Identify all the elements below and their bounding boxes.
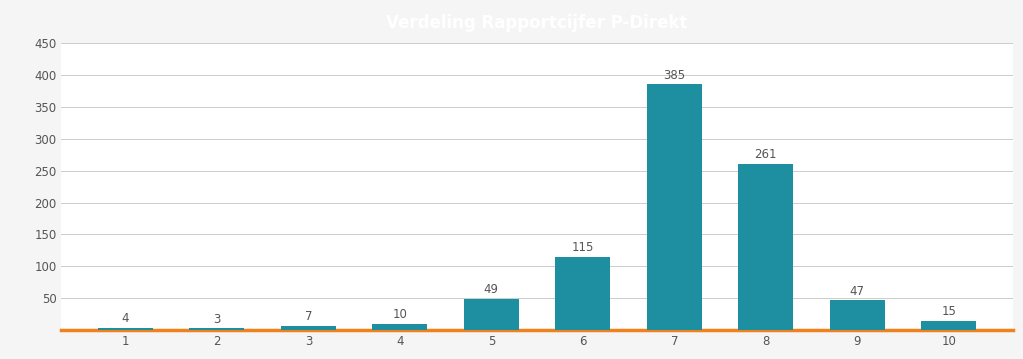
Text: 15: 15 [941,305,957,318]
Bar [830,300,885,330]
Bar [647,84,702,330]
Bar [555,257,611,330]
Text: 385: 385 [663,69,685,82]
Bar [463,299,519,330]
Text: 115: 115 [572,241,594,254]
Bar [739,164,793,330]
Bar [98,328,152,330]
Text: Verdeling Rapportcijfer P-Direkt: Verdeling Rapportcijfer P-Direkt [387,14,687,32]
Text: 4: 4 [122,312,129,325]
Text: 47: 47 [850,285,864,298]
Text: 10: 10 [393,308,407,321]
Text: 3: 3 [213,313,221,326]
Text: 7: 7 [305,310,312,323]
Text: 261: 261 [755,148,777,161]
Bar [372,324,428,330]
Text: 49: 49 [484,283,499,297]
Bar [189,328,244,330]
Bar [281,326,336,330]
Bar [922,321,976,330]
